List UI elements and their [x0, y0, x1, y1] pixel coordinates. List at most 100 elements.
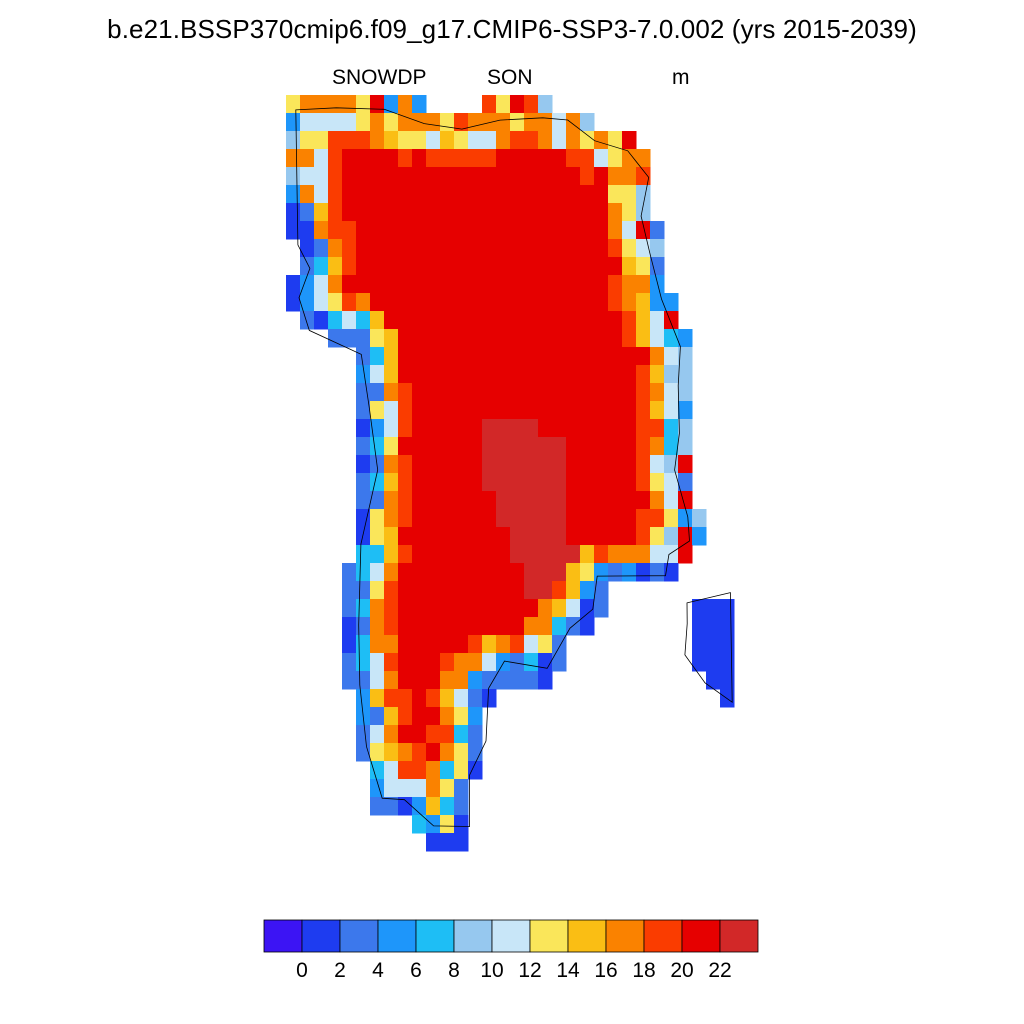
map-cell	[496, 185, 511, 204]
map-cell	[510, 185, 525, 204]
map-cell	[384, 527, 399, 546]
map-cell	[356, 527, 371, 546]
map-cell	[524, 581, 539, 600]
map-cell	[636, 347, 651, 366]
map-cell	[482, 239, 497, 258]
map-cell	[356, 257, 371, 276]
map-cell	[636, 545, 651, 564]
map-cell	[314, 167, 329, 186]
map-cell	[650, 365, 665, 384]
map-cell	[328, 239, 343, 258]
map-cell	[454, 419, 469, 438]
map-cell	[370, 617, 385, 636]
map-cell	[440, 653, 455, 672]
colorbar-box	[681, 919, 721, 953]
map-cell	[468, 509, 483, 528]
map-cell	[566, 527, 581, 546]
map-cell	[412, 275, 427, 294]
map-cell	[580, 257, 595, 276]
map-cell	[580, 617, 595, 636]
map-cell	[342, 599, 357, 618]
map-cell	[524, 275, 539, 294]
colorbar-tick-label: 18	[632, 959, 656, 982]
map-cell	[454, 311, 469, 330]
map-cell	[412, 527, 427, 546]
map-cell	[370, 221, 385, 240]
map-cell	[650, 545, 665, 564]
map-cell	[356, 491, 371, 510]
map-cell	[454, 401, 469, 420]
map-cell	[426, 203, 441, 222]
map-cell	[566, 599, 581, 618]
map-cell	[342, 149, 357, 168]
map-cell	[356, 329, 371, 348]
map-cell	[566, 401, 581, 420]
map-cell	[552, 545, 567, 564]
map-cell	[356, 437, 371, 456]
map-cell	[384, 329, 399, 348]
colorbar-box	[377, 919, 417, 953]
map-cell	[384, 365, 399, 384]
map-cell	[384, 185, 399, 204]
map-cell	[580, 149, 595, 168]
map-cell	[412, 581, 427, 600]
map-cell	[524, 491, 539, 510]
map-cell	[496, 203, 511, 222]
map-cell	[412, 689, 427, 708]
map-cell	[440, 797, 455, 816]
map-cell	[622, 203, 637, 222]
map-cell	[636, 365, 651, 384]
map-cell	[510, 581, 525, 600]
map-cell	[398, 761, 413, 780]
map-cell	[538, 563, 553, 582]
map-cell	[552, 293, 567, 312]
map-cell	[706, 671, 721, 690]
map-cell	[300, 131, 315, 150]
map-cell	[440, 455, 455, 474]
map-cell	[384, 635, 399, 654]
colorbar-box	[415, 919, 455, 953]
map-cell	[356, 635, 371, 654]
map-cell	[356, 689, 371, 708]
map-cell	[566, 275, 581, 294]
map-cell	[594, 203, 609, 222]
map-cell	[524, 617, 539, 636]
map-cell	[426, 239, 441, 258]
map-cell	[426, 113, 441, 132]
map-cell	[524, 239, 539, 258]
map-cell	[328, 329, 343, 348]
map-cell	[356, 725, 371, 744]
map-cell	[342, 131, 357, 150]
map-cell	[440, 671, 455, 690]
map-cell	[678, 365, 693, 384]
map-cell	[538, 149, 553, 168]
map-cell	[552, 131, 567, 150]
map-cell	[594, 293, 609, 312]
map-cell	[482, 581, 497, 600]
map-cell	[342, 671, 357, 690]
map-cell	[510, 221, 525, 240]
map-cell	[552, 365, 567, 384]
map-cell	[454, 671, 469, 690]
map-cell	[496, 563, 511, 582]
map-cell	[608, 203, 623, 222]
map-cell	[636, 509, 651, 528]
map-cell	[342, 581, 357, 600]
map-cell	[454, 491, 469, 510]
map-cell	[482, 545, 497, 564]
map-cell	[482, 563, 497, 582]
map-cell	[482, 491, 497, 510]
map-cell	[594, 527, 609, 546]
map-cell	[482, 293, 497, 312]
map-cell	[468, 401, 483, 420]
map-cell	[468, 563, 483, 582]
map-cell	[398, 743, 413, 762]
map-cell	[426, 347, 441, 366]
map-cell	[594, 131, 609, 150]
map-cell	[342, 293, 357, 312]
map-cell	[356, 131, 371, 150]
map-cell	[510, 347, 525, 366]
map-cell	[552, 653, 567, 672]
map-cell	[454, 743, 469, 762]
colorbar-box	[643, 919, 683, 953]
